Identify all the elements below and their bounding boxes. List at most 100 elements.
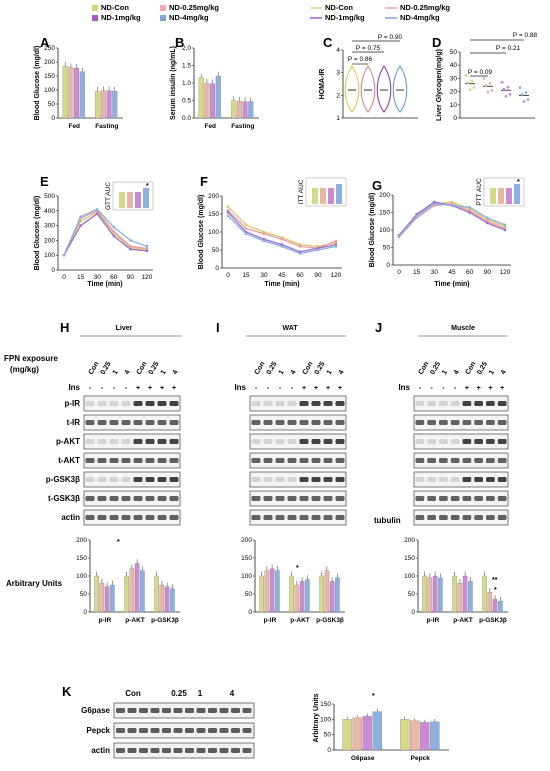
panel-e-inset-star: *: [146, 183, 149, 190]
panel-i-blot-band: [263, 458, 273, 463]
panel-g-inset-bar: [514, 184, 520, 204]
panel-b-ytick-label: 0.5: [182, 98, 191, 105]
panel-d-ytick-label: 10: [450, 102, 458, 109]
panel-j-blot-band: [427, 515, 436, 520]
panel-i-blot-band: [299, 477, 309, 482]
panel-j-blot-blot-strip: [413, 414, 509, 431]
panel-h-blot-ins-sign: -: [101, 385, 104, 392]
panel-h-title: Liver: [116, 325, 133, 332]
panel-f-xtick-label: 15: [242, 272, 250, 279]
panel-h-blot-band: [121, 439, 131, 444]
panel-e-point: [79, 224, 82, 227]
panel-d-pval: P = 0.21: [496, 45, 521, 52]
panel-e-xtick-label: 15: [77, 274, 85, 281]
panel-i-blot-band: [323, 458, 333, 463]
panel-i-blot-ins-label: Ins: [234, 383, 246, 392]
panel-i-letter: I: [216, 320, 220, 335]
panel-a-ylabel: Blood Glucose (mg/dl): [34, 46, 41, 121]
panel-i-blot-band: [263, 477, 273, 482]
panel-i-blot-band: [335, 515, 345, 520]
panel-g-inset-label: PTT AUC: [476, 178, 483, 206]
panel-f-point: [244, 227, 248, 230]
panel-j-blot-band: [474, 401, 483, 406]
panel-j-blot-band: [415, 515, 425, 520]
panel-e-point: [95, 212, 99, 216]
fpn-unit-label: (mg/kg): [10, 365, 39, 374]
panel-e-inset-label: GTT AUC: [105, 182, 112, 210]
panel-i-quant-category: p-AKT: [290, 617, 310, 624]
panel-h-blot-band: [97, 439, 107, 444]
panel-a-ytick-label: 250: [44, 45, 55, 52]
panel-a-bar: [95, 91, 101, 119]
panel-b-ylabel: Serum insulin (ng/mL): [170, 46, 177, 120]
panel-f-inset-bar: [320, 188, 326, 204]
panel-i-blot-band: [299, 515, 309, 520]
panel-b-category: Fasting: [231, 123, 254, 130]
panel-h-blot-lane-label: 1: [112, 369, 120, 376]
panel-j-blot-band: [439, 515, 448, 520]
panel-h-quant-ytick-label: 50: [80, 591, 88, 598]
panel-j-blot-band: [415, 458, 425, 463]
panel-j-blot-ins-sign: +: [465, 385, 469, 392]
panel-c-pval: P = 0.90: [378, 34, 403, 41]
panel-b-bar: [210, 83, 216, 119]
panel-h-blot-band: [121, 458, 131, 463]
panel-e-xtick-label: 30: [94, 274, 102, 281]
panel-i-blot-band: [311, 496, 321, 501]
panel-h-blot-band: [157, 420, 167, 425]
panel-j-blot-band: [450, 401, 460, 406]
panel-h-blot-lane-label: 1: [160, 369, 168, 376]
panel-i-blot-band: [275, 477, 285, 482]
panel-i-blot-band: [263, 420, 273, 425]
panel-k-band: [208, 708, 217, 713]
panel-k-band: [173, 748, 183, 753]
panel-i-blot-band: [251, 458, 261, 463]
panel-a-bar: [62, 66, 68, 119]
panel-h-blot-band: [133, 439, 143, 444]
panel-c-ylabel: HOMA-IR: [319, 69, 326, 100]
panel-i-blot-band: [323, 401, 333, 406]
panel-i-quant-bar: [294, 584, 300, 613]
panel-f-xtick-label: 60: [296, 272, 304, 279]
panel-a-bar: [74, 68, 80, 119]
panel-g-ytick-label: 0: [386, 262, 390, 269]
panel-k-band: [150, 708, 160, 713]
panel-h-blot-band: [133, 515, 143, 520]
panel-j-blot-band: [462, 439, 472, 444]
panel-g-xlabel: Time (min): [434, 281, 469, 288]
panel-k-band: [116, 728, 125, 733]
panel-h-blot-row-label: p-GSK3β: [46, 475, 80, 484]
panel-i-blot-band: [299, 458, 309, 463]
panel-k-band: [139, 748, 148, 753]
panel-h-blot-band: [169, 420, 179, 425]
panel-e-ytick-label: 0: [51, 267, 55, 274]
panel-f-inset-bar: [312, 188, 318, 204]
panel-i-quant-category: p-IR: [264, 617, 277, 624]
panel-k-category: Pepck: [411, 755, 431, 762]
panel-i-blot-band: [335, 439, 345, 444]
panel-i-blot-band: [299, 496, 309, 501]
panel-d-point: [484, 83, 488, 87]
panel-f-ytick-label: 200: [208, 193, 219, 200]
panel-j-blot-band: [497, 401, 507, 406]
panel-j-blot-band: [427, 439, 436, 444]
panel-e-series-line: [63, 208, 148, 256]
panel-h-quant-bar: [110, 584, 115, 613]
panel-k-blot-strip: [113, 742, 255, 759]
panel-h-blot-band: [109, 477, 119, 482]
fpn-exposure-label: FPN exposure: [4, 354, 58, 363]
panel-f-xtick-label: 30: [260, 272, 268, 279]
panel-a-bar: [100, 90, 106, 119]
legend-label: ND-Con: [101, 3, 129, 12]
panel-j-blot-band: [462, 477, 472, 482]
panel-f-letter: F: [200, 174, 208, 189]
panel-i-blot-band: [275, 420, 285, 425]
panel-j-blot-band: [486, 515, 495, 520]
panel-k-lane-label: Con: [125, 689, 141, 698]
panel-j-quant-bar: [422, 575, 427, 613]
panel-i-blot-band: [299, 439, 309, 444]
panel-b-ytick-label: 0.0: [182, 115, 191, 122]
panel-c-ytick-label: 2: [336, 92, 340, 99]
panel-f-point: [244, 232, 248, 236]
panel-f-point: [244, 223, 248, 227]
